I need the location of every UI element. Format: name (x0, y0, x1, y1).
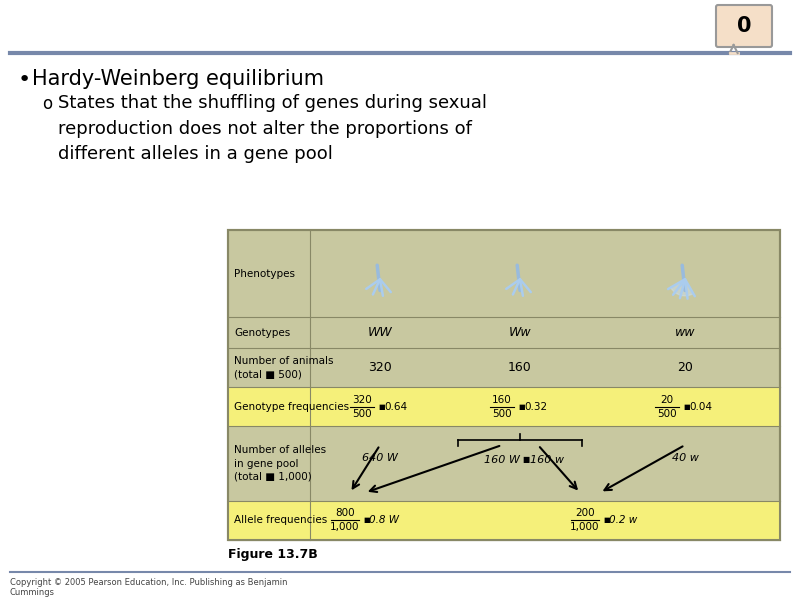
Text: 0: 0 (737, 16, 751, 36)
Text: ■: ■ (518, 404, 525, 410)
Text: 500: 500 (352, 409, 372, 419)
Text: 0.04: 0.04 (689, 402, 712, 412)
Text: 160: 160 (508, 361, 532, 374)
Text: Number of alleles
in gene pool
(total ■ 1,000): Number of alleles in gene pool (total ■ … (234, 445, 326, 482)
Text: 1,000: 1,000 (330, 523, 360, 532)
Bar (228, 387, 780, 427)
Text: 160 W: 160 W (484, 455, 520, 464)
Text: 160 w: 160 w (530, 455, 564, 464)
Text: 40 w: 40 w (671, 452, 698, 463)
Text: 0.64: 0.64 (384, 402, 407, 412)
Text: ■: ■ (603, 517, 610, 523)
Bar (228, 230, 780, 540)
Text: ww: ww (674, 326, 695, 339)
Text: 640 W: 640 W (362, 452, 398, 463)
Text: 0.2 w: 0.2 w (609, 515, 638, 526)
Text: ■: ■ (683, 404, 690, 410)
FancyBboxPatch shape (716, 5, 772, 47)
Polygon shape (670, 279, 694, 296)
Text: 20: 20 (677, 361, 693, 374)
Text: Allele frequencies: Allele frequencies (234, 515, 327, 526)
Text: Ww: Ww (509, 326, 531, 339)
Text: Copyright © 2005 Pearson Education, Inc. Publishing as Benjamin
Cummings: Copyright © 2005 Pearson Education, Inc.… (10, 578, 287, 598)
Text: 800: 800 (335, 508, 355, 518)
Text: 200: 200 (575, 508, 595, 518)
Text: o: o (42, 95, 52, 113)
Text: Genotypes: Genotypes (234, 328, 290, 338)
Text: Genotype frequencies: Genotype frequencies (234, 402, 349, 412)
Text: 500: 500 (657, 409, 677, 419)
Text: 160: 160 (492, 395, 512, 405)
Text: Number of animals
(total ■ 500): Number of animals (total ■ 500) (234, 356, 334, 379)
Text: •: • (18, 70, 31, 90)
Text: ■: ■ (363, 517, 370, 523)
Text: States that the shuffling of genes during sexual
reproduction does not alter the: States that the shuffling of genes durin… (58, 94, 487, 163)
Bar (228, 501, 780, 540)
Text: Figure 13.7B: Figure 13.7B (228, 548, 318, 561)
Text: ■: ■ (522, 455, 530, 464)
Text: 1,000: 1,000 (570, 523, 600, 532)
Bar (228, 230, 780, 540)
Text: 0.32: 0.32 (524, 402, 547, 412)
Text: ■: ■ (378, 404, 385, 410)
Text: 0.8 W: 0.8 W (369, 515, 399, 526)
Text: 500: 500 (492, 409, 512, 419)
Text: Phenotypes: Phenotypes (234, 269, 295, 278)
Text: WW: WW (368, 326, 392, 339)
Text: Hardy-Weinberg equilibrium: Hardy-Weinberg equilibrium (32, 69, 324, 89)
Text: 320: 320 (352, 395, 372, 405)
Text: 320: 320 (368, 361, 392, 374)
Text: 20: 20 (661, 395, 674, 405)
